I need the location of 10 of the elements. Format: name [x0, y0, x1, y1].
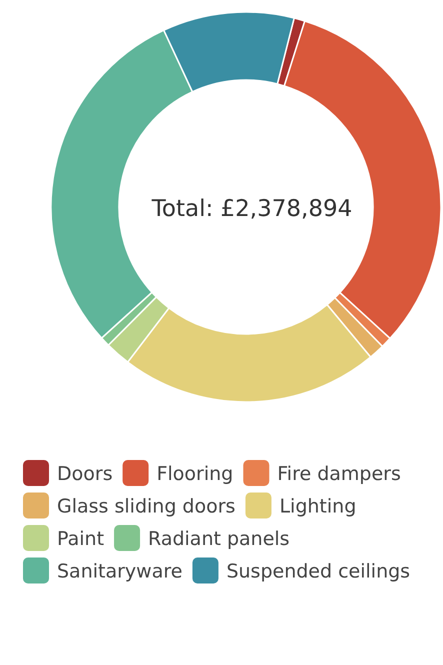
legend-label: Glass sliding doors	[57, 496, 236, 518]
legend-label: Flooring	[156, 463, 234, 485]
legend-label: Paint	[57, 528, 104, 550]
legend-label: Doors	[57, 463, 113, 485]
legend-label: Suspended ceilings	[226, 560, 410, 582]
legend-label: Sanitaryware	[57, 560, 182, 582]
legend-label: Radiant panels	[148, 528, 290, 550]
legend-label: Lighting	[279, 496, 356, 518]
text: Total: £2,378,894	[150, 196, 352, 222]
legend-label: Fire dampers	[277, 463, 401, 485]
